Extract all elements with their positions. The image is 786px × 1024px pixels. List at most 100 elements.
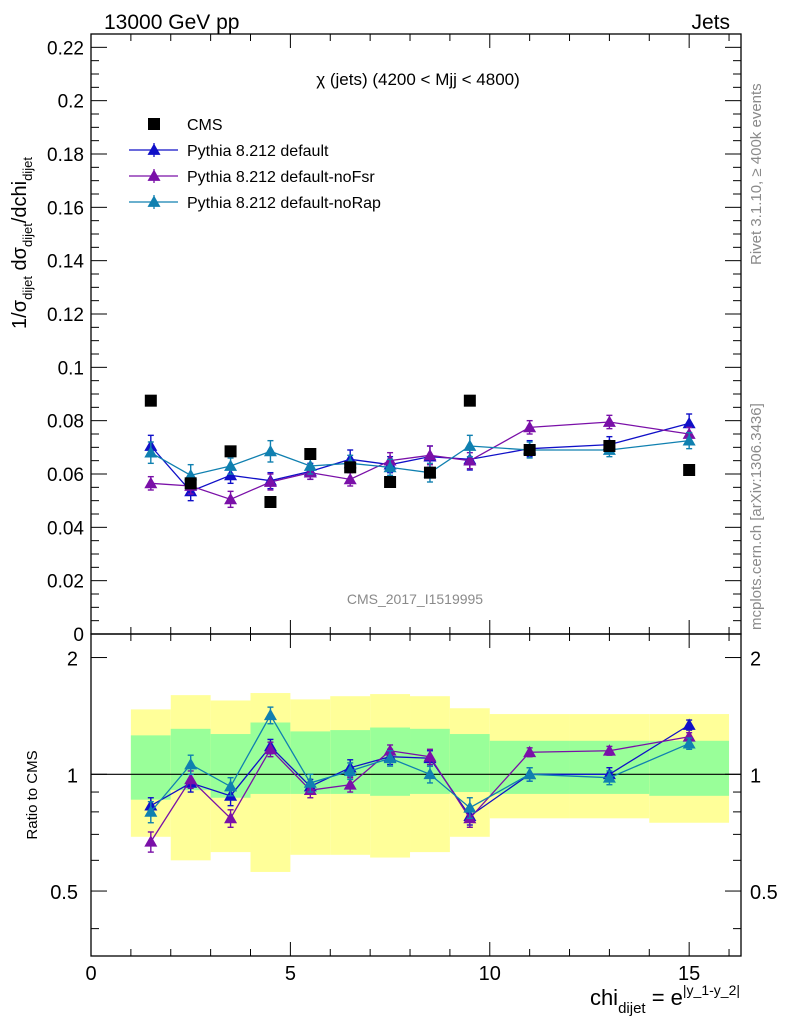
main-pythia-8-212-default-nofsr-point	[343, 472, 357, 485]
main-cms-point	[603, 440, 616, 452]
main-title: χ (jets) (4200 < Mjj < 4800)	[316, 70, 520, 89]
ratio-ytick-label-right: 2	[750, 649, 761, 671]
main-pythia-8-212-default-nofsr-line	[150, 421, 690, 501]
main-ytick-label: 0.18	[47, 145, 84, 166]
main-cms-point	[683, 464, 696, 476]
ratio-axes: 0 5 10 15 0.5 0.5 1 1 2 2	[50, 634, 778, 985]
ratio-ytick-label-right: 0.5	[750, 882, 778, 904]
ratio-pythia-8-212-default-norap-point	[224, 780, 238, 792]
main-pythia-8-212-default-norap-point	[263, 444, 277, 457]
ratio-ytick-label: 0.5	[50, 882, 78, 904]
main-pythia-8-212-default-norap-line	[150, 440, 690, 477]
ratio-pythia-8-212-default-norap-point	[682, 737, 696, 749]
ratio-pythia-8-212-default-nofsr-point	[184, 772, 198, 785]
main-cms-point	[344, 461, 357, 474]
main-pythia-8-212-default-nofsr-point	[144, 476, 158, 489]
main-pythia-8-212-default-norap-point	[144, 446, 158, 458]
legend: CMS Pythia 8.212 default Pythia 8.212 defa…	[129, 117, 381, 212]
main-pythia-8-212-default-nofsr-point	[423, 448, 437, 461]
ratio-ytick-label-right: 1	[750, 765, 761, 787]
main-cms-point	[264, 496, 277, 508]
legend-marker-pythia-8-212-default-norap	[147, 195, 161, 207]
ratio-frame	[90, 633, 742, 957]
ratio-pythia-8-212-default-norap-point	[343, 764, 357, 776]
ratio-pythia-8-212-default-norap-point	[463, 801, 477, 813]
rivet-label: Rivet 3.1.10, ≥ 400k events	[748, 83, 765, 265]
ratio-pythia-8-212-default-nofsr-point	[263, 742, 277, 755]
ratio-pythia-8-212-default-norap-point	[184, 757, 198, 770]
main-cms-point	[184, 477, 197, 490]
ratio-pythia-8-212-default-nofsr-point	[602, 744, 616, 756]
main-pythia-8-212-default-nofsr-point	[263, 475, 277, 487]
legend-marker-cms	[148, 118, 160, 130]
main-ytick-label: 0.04	[47, 518, 84, 539]
main-cms-point	[224, 445, 237, 458]
main-ytick-label: 0.06	[47, 465, 84, 486]
ratio-pythia-8-212-default-norap-line	[150, 713, 690, 813]
main-cms-point	[423, 466, 436, 479]
main-cms-point	[523, 444, 536, 456]
ratio-pythia-8-212-default-point	[682, 718, 696, 730]
main-pythia-8-212-default-point	[682, 416, 696, 429]
main-pythia-8-212-default-line	[150, 422, 690, 493]
ratio-pythia-8-212-default-nofsr-point	[682, 730, 696, 742]
main-pythia-8-212-default-norap-point	[224, 459, 238, 471]
main-ytick-label: 0.08	[47, 412, 84, 433]
x-tick-label: 15	[678, 963, 700, 985]
legend-label-pythia-8-212-default: Pythia 8.212 default	[187, 143, 329, 160]
main-pythia-8-212-default-nofsr-point	[523, 420, 537, 433]
main-pythia-8-212-default-nofsr-point	[602, 415, 616, 427]
main-pythia-8-212-default-norap-point	[682, 434, 696, 446]
ratio-pythia-8-212-default-norap-point	[523, 767, 537, 780]
main-cms-point	[304, 448, 317, 460]
main-axes: 0 0.02 0.04 0.06 0.08 0.1 0.12 0.14 0.16 0.18 0.2 0…	[47, 33, 741, 646]
ratio-pythia-8-212-default-norap-point	[144, 805, 158, 817]
header-right: Jets	[691, 11, 730, 34]
main-ytick-label: 0.02	[47, 572, 84, 593]
ratio-pythia-8-212-default-nofsr-line	[150, 736, 690, 843]
ratio-pythia-8-212-default-nofsr-point	[523, 745, 537, 758]
legend-label-cms: CMS	[187, 117, 223, 134]
main-ytick-label: 0	[73, 625, 84, 646]
ratio-panel-marks	[91, 693, 741, 872]
ratio-pythia-8-212-default-norap-point	[423, 767, 437, 780]
x-tick-label: 10	[479, 963, 501, 985]
main-ytick-label: 0.12	[47, 305, 84, 326]
ratio-pythia-8-212-default-norap-point	[263, 708, 277, 721]
main-ytick-label: 0.2	[58, 92, 84, 113]
header-left: 13000 GeV pp	[104, 11, 239, 34]
ratio-pythia-8-212-default-nofsr-point	[343, 778, 357, 790]
band-inner	[130, 735, 171, 800]
ratio-pythia-8-212-default-nofsr-point	[383, 744, 397, 756]
ratio-pythia-8-212-default-norap-point	[303, 776, 317, 788]
mcplots-label: mcplots.cern.ch [arXiv:1306.3436]	[748, 403, 765, 630]
main-pythia-8-212-default-nofsr-point	[463, 454, 477, 466]
legend-marker-pythia-8-212-default-nofsr	[147, 169, 161, 181]
main-cms-point	[144, 394, 157, 407]
band-inner	[449, 734, 490, 793]
band-inner	[250, 722, 291, 794]
legend-marker-pythia-8-212-default	[147, 143, 161, 155]
main-panel-marks	[144, 394, 696, 509]
legend-label-pythia-8-212-default-norap: Pythia 8.212 default-noRap	[187, 195, 381, 212]
ratio-pythia-8-212-default-nofsr-point	[144, 835, 158, 847]
main-ytick-label: 0.14	[47, 252, 84, 273]
ratio-pythia-8-212-default-norap-point	[602, 771, 616, 783]
x-tick-label: 0	[85, 963, 96, 985]
main-pythia-8-212-default-norap-point	[463, 439, 477, 451]
x-axis-label: chidijet = e|y_1-y_2|	[590, 982, 740, 1017]
main-pythia-8-212-default-norap-point	[383, 460, 397, 473]
ratio-pythia-8-212-default-norap-point	[383, 751, 397, 764]
x-tick-label: 5	[285, 963, 296, 985]
main-pythia-8-212-default-nofsr-point	[224, 492, 238, 505]
ratio-pythia-8-212-default-nofsr-point	[423, 750, 437, 762]
ratio-ylabel: Ratio to CMS	[24, 750, 41, 839]
main-ytick-label: 0.22	[47, 38, 84, 59]
legend-label-pythia-8-212-default-nofsr: Pythia 8.212 default-noFsr	[187, 169, 375, 186]
main-pythia-8-212-default-norap-point	[303, 459, 317, 471]
ratio-ytick-label: 2	[67, 649, 78, 671]
ratio-pythia-8-212-default-nofsr-point	[224, 811, 238, 824]
ratio-ytick-label: 1	[67, 765, 78, 787]
main-ytick-label: 0.1	[58, 358, 84, 379]
